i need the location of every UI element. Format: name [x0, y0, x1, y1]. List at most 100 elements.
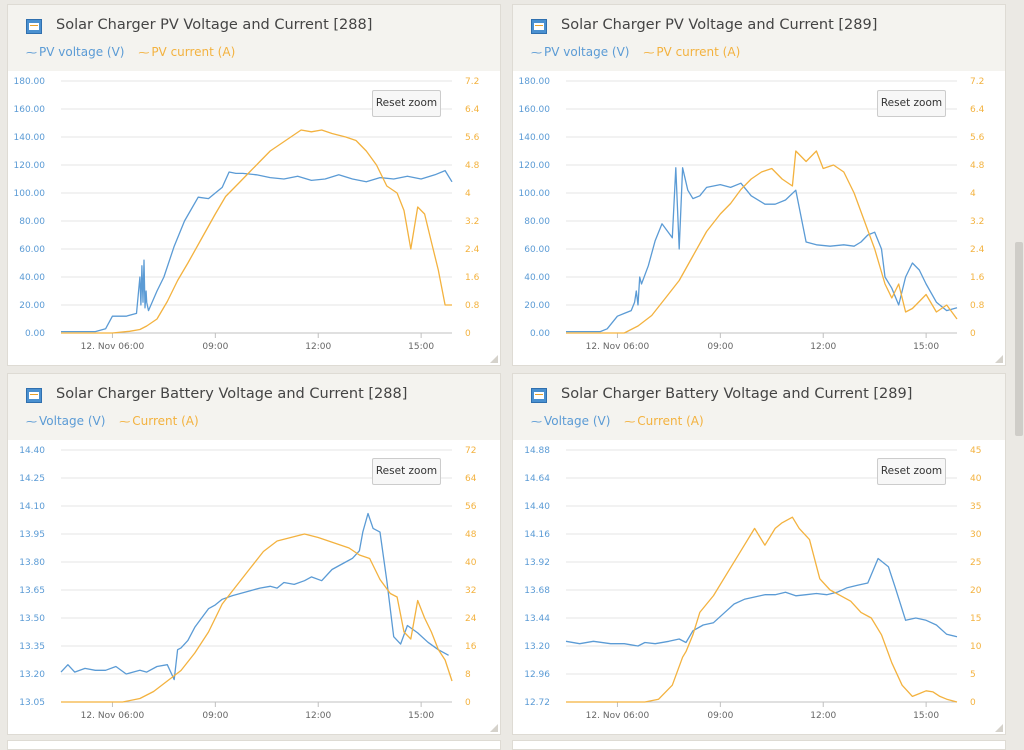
x-tick-label: 12:00 — [305, 342, 331, 352]
legend-item-voltage[interactable]: ⁓ Voltage (V) — [531, 414, 610, 428]
y-tick-label: 13.92 — [524, 558, 550, 568]
y2-tick-label: 4 — [465, 189, 471, 199]
y-tick-label: 12.72 — [524, 698, 550, 708]
current-series-line — [61, 533, 453, 703]
y2-tick-label: 16 — [465, 642, 477, 652]
x-tick-label: 09:00 — [202, 711, 228, 721]
x-tick-label: 09:00 — [707, 711, 733, 721]
y2-tick-label: 3.2 — [970, 217, 984, 227]
legend-item-current[interactable]: ⁓ PV current (A) — [643, 45, 740, 59]
y-tick-label: 0.00 — [25, 329, 45, 339]
y2-tick-label: 32 — [465, 586, 476, 596]
y2-tick-label: 7.2 — [465, 77, 479, 87]
line-marker-icon: ⁓ — [26, 46, 37, 59]
line-chart: 180.00 7.2 160.00 6.4 140.00 5.6 120.00 4.8 100.… — [519, 77, 985, 352]
y-tick-label: 14.88 — [524, 446, 550, 456]
y-tick-label: 14.40 — [524, 502, 550, 512]
y-tick-label: 14.25 — [19, 474, 45, 484]
y-tick-label: 100.00 — [14, 189, 46, 199]
y-tick-label: 20.00 — [19, 301, 45, 311]
legend-item-voltage[interactable]: ⁓ PV voltage (V) — [531, 45, 629, 59]
y2-tick-label: 3.2 — [465, 217, 479, 227]
resize-handle[interactable] — [490, 724, 498, 732]
y2-tick-label: 4 — [970, 189, 976, 199]
panel-header: Solar Charger Battery Voltage and Curren… — [513, 374, 1005, 440]
solar-charger-icon — [26, 388, 42, 403]
x-tick-label: 09:00 — [707, 342, 733, 352]
y2-tick-label: 5 — [970, 670, 976, 680]
y2-tick-label: 1.6 — [970, 273, 985, 283]
current-series-line — [566, 150, 958, 334]
legend-label: PV current (A) — [656, 45, 741, 59]
y2-tick-label: 7.2 — [970, 77, 984, 87]
y2-tick-label: 48 — [465, 530, 477, 540]
legend: ⁓ PV voltage (V) ⁓ PV current (A) — [26, 45, 245, 59]
y-tick-label: 60.00 — [524, 245, 550, 255]
reset-zoom-button[interactable]: Reset zoom — [372, 458, 441, 485]
y-tick-label: 80.00 — [19, 217, 45, 227]
y2-tick-label: 40 — [970, 474, 982, 484]
reset-zoom-button[interactable]: Reset zoom — [372, 90, 441, 117]
y2-tick-label: 56 — [465, 502, 477, 512]
panel-header: Solar Charger PV Voltage and Current [28… — [513, 5, 1005, 71]
y-tick-label: 80.00 — [524, 217, 550, 227]
y2-tick-label: 8 — [465, 670, 471, 680]
y-tick-label: 13.65 — [19, 586, 45, 596]
y-tick-label: 120.00 — [14, 161, 46, 171]
resize-handle[interactable] — [995, 724, 1003, 732]
y-tick-label: 100.00 — [519, 189, 551, 199]
panel-title: Solar Charger PV Voltage and Current [28… — [56, 17, 373, 33]
legend: ⁓ Voltage (V) ⁓ Current (A) — [26, 414, 209, 428]
legend-item-voltage[interactable]: ⁓ PV voltage (V) — [26, 45, 124, 59]
y2-tick-label: 0 — [970, 329, 976, 339]
y-tick-label: 12.96 — [524, 670, 550, 680]
x-tick-label: 15:00 — [913, 342, 939, 352]
solar-charger-icon — [531, 19, 547, 34]
legend: ⁓ Voltage (V) ⁓ Current (A) — [531, 414, 714, 428]
legend-label: Voltage (V) — [39, 414, 106, 428]
x-tick-label: 12. Nov 06:00 — [586, 342, 650, 352]
chart-panel-pv-289: Solar Charger PV Voltage and Current [28… — [512, 4, 1006, 366]
y2-tick-label: 20 — [970, 586, 982, 596]
y-tick-label: 13.80 — [19, 558, 45, 568]
y-tick-label: 13.95 — [19, 530, 45, 540]
resize-handle[interactable] — [490, 355, 498, 363]
y2-tick-label: 72 — [465, 446, 476, 456]
current-series-line — [566, 516, 958, 703]
legend-label: PV voltage (V) — [39, 45, 125, 59]
legend: ⁓ PV voltage (V) ⁓ PV current (A) — [531, 45, 750, 59]
x-tick-label: 15:00 — [408, 342, 434, 352]
y-tick-label: 180.00 — [519, 77, 551, 87]
y-tick-label: 13.20 — [524, 642, 550, 652]
y2-tick-label: 10 — [970, 642, 982, 652]
y2-tick-label: 5.6 — [970, 133, 985, 143]
line-marker-icon: ⁓ — [26, 415, 37, 428]
y2-tick-label: 5.6 — [465, 133, 480, 143]
reset-zoom-button[interactable]: Reset zoom — [877, 90, 946, 117]
voltage-series-line — [60, 512, 449, 681]
y2-tick-label: 6.4 — [970, 105, 985, 115]
current-series-line — [61, 129, 452, 334]
line-marker-icon: ⁓ — [119, 415, 131, 428]
resize-handle[interactable] — [995, 355, 1003, 363]
y2-tick-label: 0 — [465, 698, 471, 708]
legend-item-current[interactable]: ⁓ Current (A) — [119, 414, 198, 428]
line-marker-icon: ⁓ — [531, 415, 542, 428]
legend-item-voltage[interactable]: ⁓ Voltage (V) — [26, 414, 105, 428]
y2-tick-label: 40 — [465, 558, 477, 568]
y-tick-label: 140.00 — [519, 133, 551, 143]
scrollbar-thumb[interactable] — [1015, 242, 1023, 436]
y2-tick-label: 0.8 — [970, 301, 985, 311]
reset-zoom-button[interactable]: Reset zoom — [877, 458, 946, 485]
legend-label: Current (A) — [132, 414, 199, 428]
legend-item-current[interactable]: ⁓ Current (A) — [624, 414, 703, 428]
y-tick-label: 160.00 — [519, 105, 551, 115]
next-panel-stub — [7, 740, 501, 750]
legend-label: Voltage (V) — [544, 414, 611, 428]
line-marker-icon: ⁓ — [643, 46, 655, 59]
chart-panel-battery-289: Solar Charger Battery Voltage and Curren… — [512, 373, 1006, 735]
y-tick-label: 13.68 — [524, 586, 550, 596]
y-tick-label: 13.35 — [19, 642, 45, 652]
legend-item-current[interactable]: ⁓ PV current (A) — [138, 45, 235, 59]
y2-tick-label: 64 — [465, 474, 477, 484]
